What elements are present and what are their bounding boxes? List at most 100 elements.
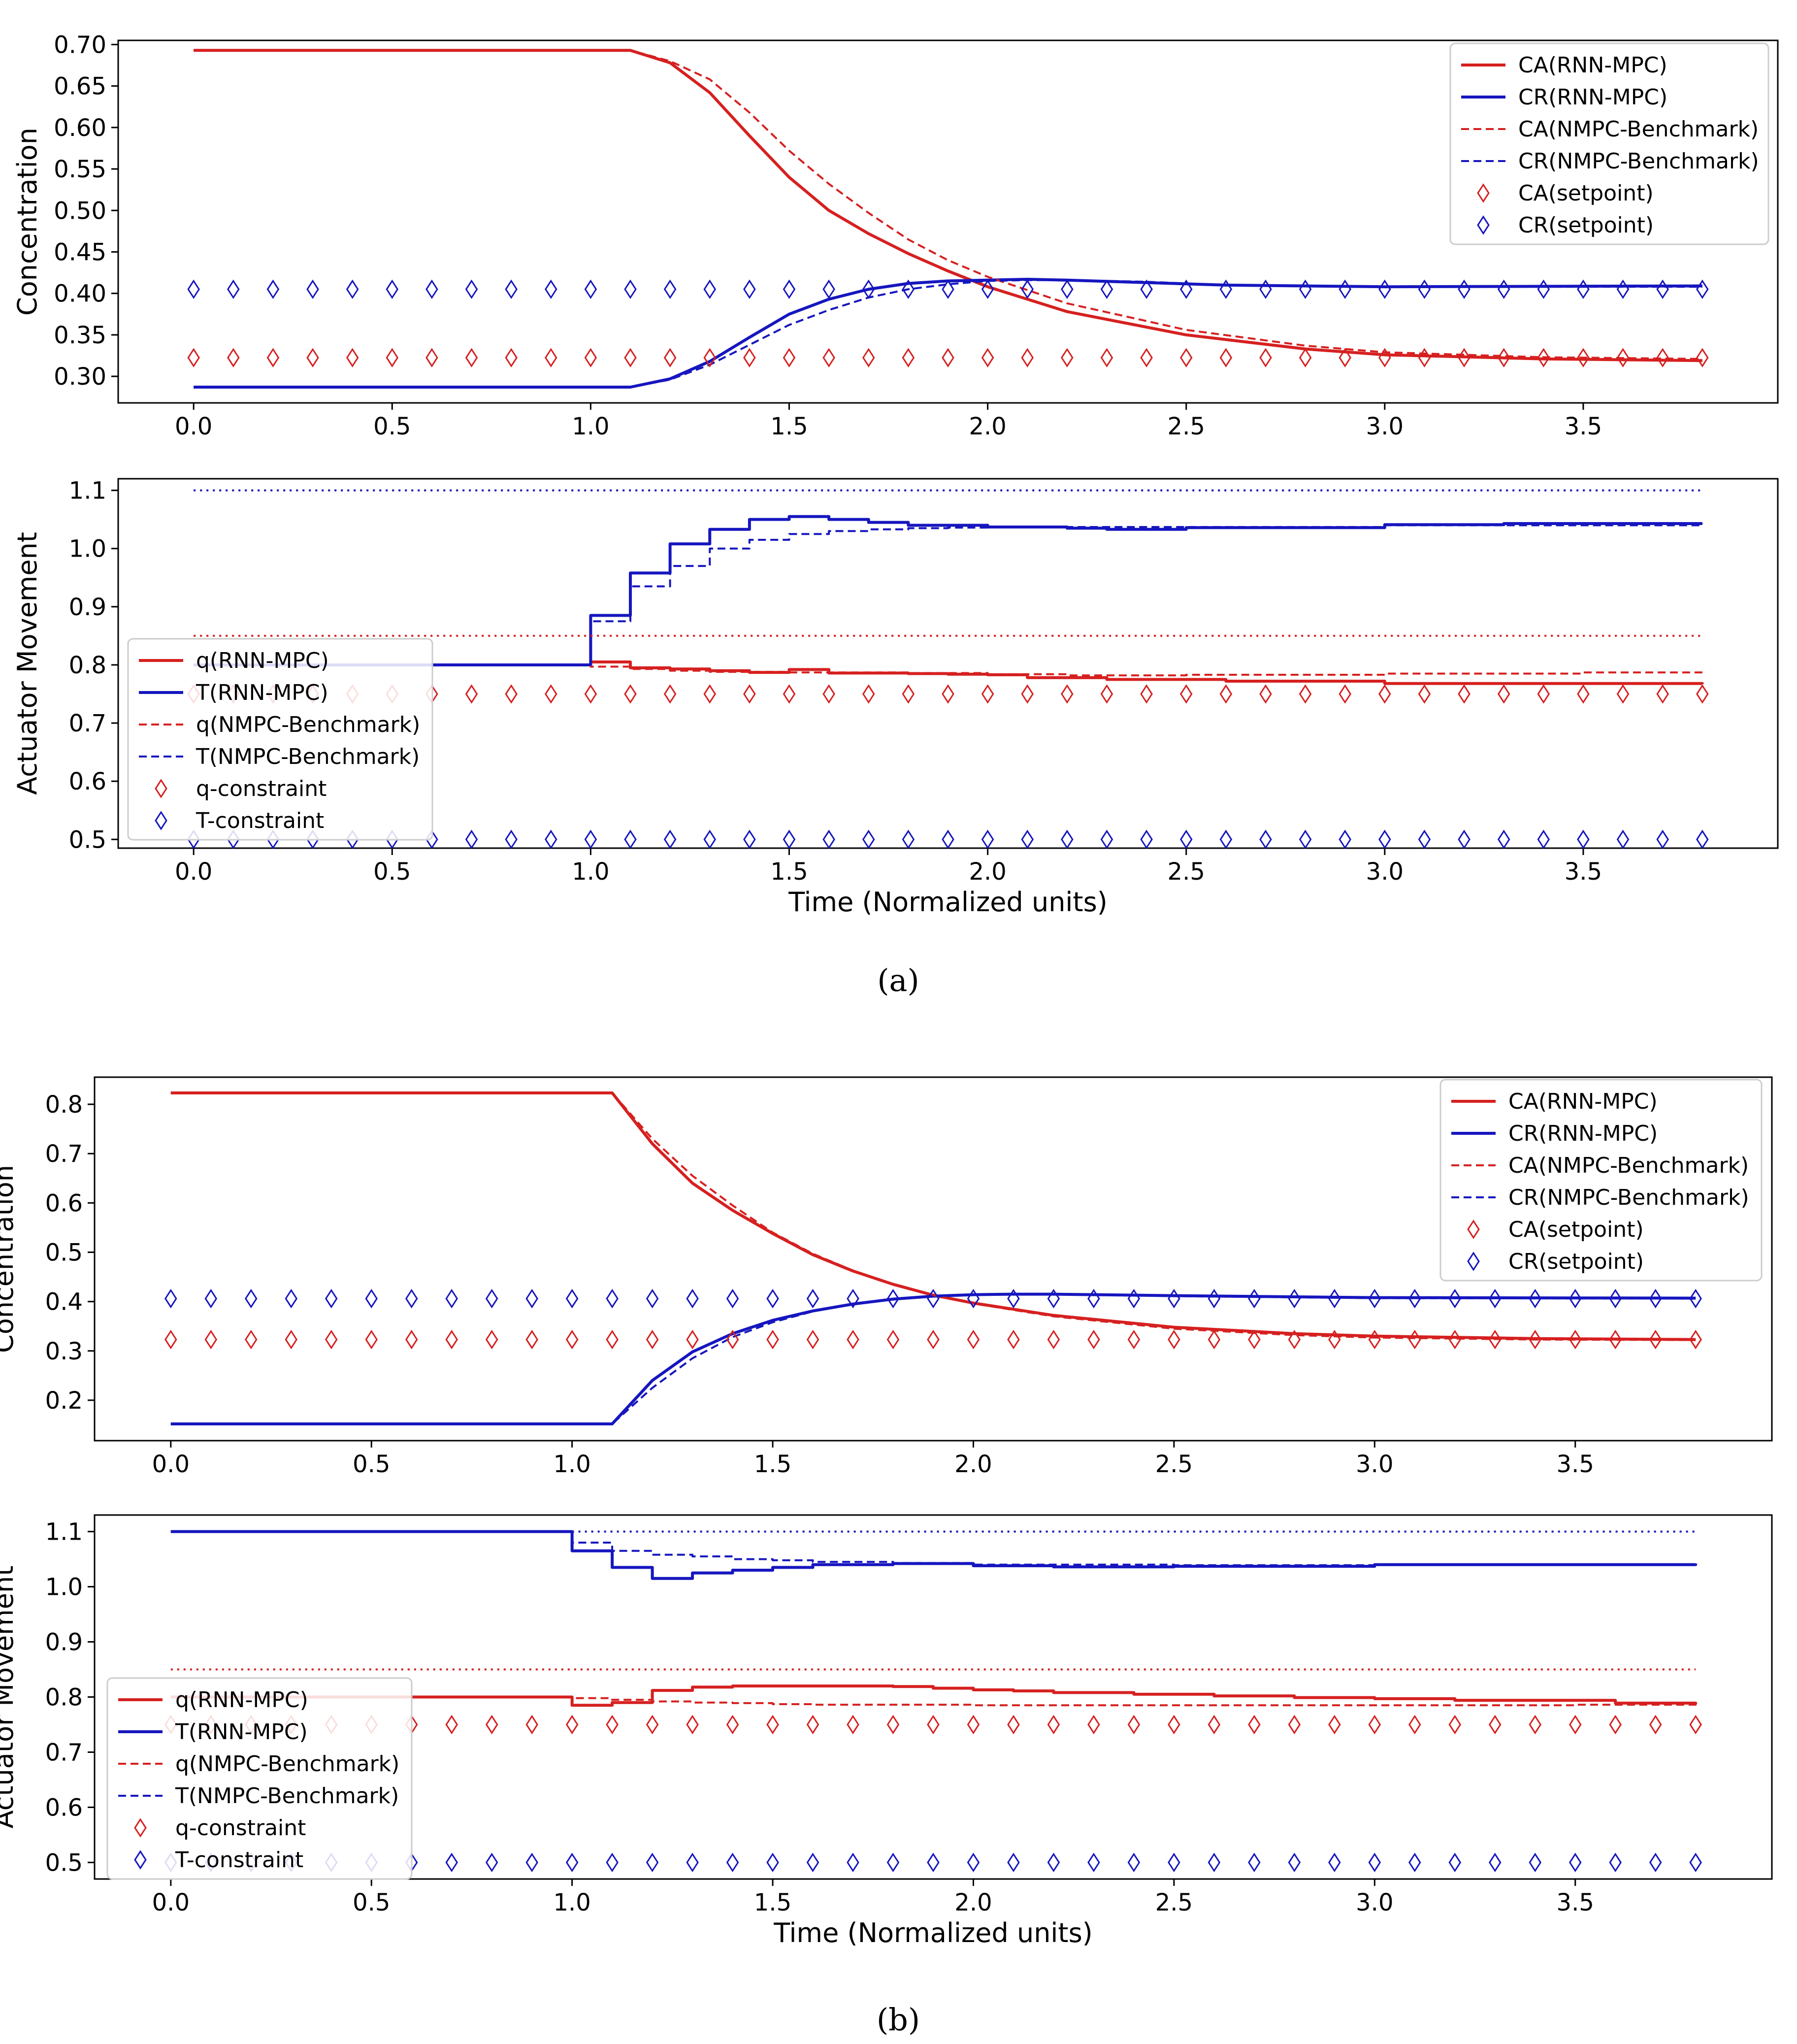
- marker-ca-setpoint: [1378, 348, 1391, 367]
- legend-label: CA(RNN-MPC): [1508, 1089, 1658, 1114]
- x-tick-label: 2.5: [1155, 1451, 1193, 1478]
- marker-cr-setpoint: [544, 279, 557, 299]
- y-axis-label: Concentration: [0, 1165, 19, 1353]
- legend-label: q(NMPC-Benchmark): [175, 1751, 399, 1777]
- marker-ca-setpoint: [266, 348, 280, 367]
- marker-cr-setpoint: [445, 1288, 458, 1309]
- marker-q-constraint: [1696, 684, 1709, 704]
- marker-t-constraint: [485, 1852, 498, 1873]
- marker-ca-setpoint: [726, 1329, 739, 1350]
- y-axis-label: Concentration: [12, 128, 43, 316]
- marker-cr-setpoint: [1299, 279, 1312, 299]
- marker-ca-setpoint: [584, 348, 597, 367]
- marker-t-constraint: [1656, 829, 1669, 850]
- marker-cr-setpoint: [505, 279, 518, 299]
- marker-cr-setpoint: [822, 279, 835, 299]
- marker-q-constraint: [1168, 1714, 1180, 1735]
- y-tick-label: 0.70: [54, 31, 106, 59]
- marker-q-constraint: [1497, 684, 1510, 704]
- x-tick-label: 0.0: [175, 413, 212, 440]
- marker-cr-setpoint: [1616, 279, 1630, 299]
- marker-cr-setpoint: [703, 279, 717, 299]
- marker-ca-setpoint: [565, 1329, 579, 1350]
- marker-ca-setpoint: [525, 1329, 538, 1350]
- marker-q-constraint: [1047, 1714, 1060, 1735]
- marker-cr-setpoint: [1127, 1288, 1141, 1309]
- y-tick-label: 0.7: [45, 1739, 83, 1766]
- legend-label: q(RNN-MPC): [196, 648, 329, 673]
- marker-q-constraint: [862, 684, 875, 704]
- line-t-nmpc-benchmark: [194, 523, 1703, 666]
- marker-t-constraint: [1368, 1852, 1381, 1873]
- marker-cr-setpoint: [1047, 1288, 1060, 1309]
- marker-q-constraint: [1007, 1714, 1020, 1735]
- marker-t-constraint: [1497, 829, 1510, 850]
- marker-q-constraint: [1616, 684, 1630, 704]
- marker-q-constraint: [1378, 684, 1391, 704]
- marker-q-constraint: [1488, 1714, 1502, 1735]
- marker-cr-setpoint: [1007, 1288, 1020, 1309]
- marker-ca-setpoint: [967, 1329, 980, 1350]
- marker-cr-setpoint: [1140, 279, 1153, 299]
- marker-cr-setpoint: [244, 1288, 258, 1309]
- y-tick-label: 1.1: [45, 1518, 83, 1546]
- x-tick-label: 3.0: [1356, 1889, 1393, 1916]
- marker-cr-setpoint: [1328, 1288, 1341, 1309]
- line-q-rnn-mpc: [194, 660, 1704, 685]
- marker-cr-setpoint: [1248, 1288, 1261, 1309]
- marker-cr-setpoint: [624, 279, 637, 299]
- y-tick-label: 0.45: [54, 238, 106, 266]
- marker-q-constraint: [1127, 1714, 1141, 1735]
- x-tick-label: 3.0: [1366, 413, 1404, 440]
- legend-label: CR(NMPC-Benchmark): [1518, 149, 1759, 174]
- marker-cr-setpoint: [1488, 1288, 1502, 1309]
- x-tick-label: 3.5: [1557, 1451, 1594, 1478]
- panel-a-concentration: 0.0 0.5 1.0 1.5 2.0 2.5 3.0 3.5 0.30 0.35 0.40 0.45…: [12, 31, 1779, 440]
- marker-ca-setpoint: [244, 1329, 258, 1350]
- panel-a-actuator-movement: 0.0 0.5 1.0 1.5 2.0 2.5 3.0 3.5 0.5 0.6 0.7 0.8 0.9 1…: [12, 477, 1779, 918]
- marker-q-constraint: [1568, 1714, 1582, 1735]
- marker-t-constraint: [886, 1852, 900, 1873]
- marker-t-constraint: [1328, 1852, 1341, 1873]
- marker-cr-setpoint: [847, 1288, 859, 1309]
- marker-q-constraint: [1021, 684, 1034, 704]
- marker-ca-setpoint: [624, 348, 637, 367]
- marker-cr-setpoint: [1458, 279, 1470, 299]
- marker-t-constraint: [1689, 1852, 1702, 1873]
- marker-cr-setpoint: [1408, 1288, 1421, 1309]
- marker-ca-setpoint: [227, 348, 240, 367]
- marker-q-constraint: [1448, 1714, 1462, 1735]
- x-tick-label: 2.0: [954, 1889, 992, 1916]
- marker-t-constraint: [822, 829, 835, 850]
- marker-ca-setpoint: [1140, 348, 1153, 367]
- legend-label: CA(setpoint): [1518, 181, 1654, 206]
- line-t-rnn-mpc: [170, 1530, 1698, 1580]
- marker-cr-setpoint: [1497, 279, 1510, 299]
- marker-q-constraint: [1208, 1714, 1221, 1735]
- marker-cr-setpoint: [164, 1288, 177, 1309]
- marker-cr-setpoint: [686, 1288, 699, 1309]
- x-tick-label: 2.0: [954, 1451, 992, 1478]
- y-tick-label: 0.7: [69, 710, 106, 737]
- legend-swatch: [1467, 1220, 1480, 1239]
- marker-q-constraint: [886, 1714, 900, 1735]
- plot-frame: [94, 1076, 1773, 1442]
- marker-ca-setpoint: [445, 1329, 458, 1350]
- x-tick-label: 2.0: [969, 858, 1006, 886]
- panel-b-actuator-movement: 0.0 0.5 1.0 1.5 2.0 2.5 3.0 3.5 0.5 0.6 0.7 0.8 0.9 1…: [0, 1514, 1773, 1948]
- marker-t-constraint: [1696, 829, 1709, 850]
- x-tick-label: 3.0: [1366, 858, 1404, 886]
- marker-ca-setpoint: [766, 1329, 779, 1350]
- legend-label: T(NMPC-Benchmark): [196, 744, 420, 769]
- marker-ca-setpoint: [822, 348, 835, 367]
- marker-cr-setpoint: [204, 1288, 218, 1309]
- y-tick-label: 0.6: [45, 1794, 83, 1821]
- marker-t-constraint: [1061, 829, 1074, 850]
- marker-t-constraint: [1408, 1852, 1421, 1873]
- y-tick-label: 0.8: [69, 652, 106, 679]
- x-axis-label: Time (Normalized units): [773, 1917, 1093, 1948]
- marker-t-constraint: [1179, 829, 1193, 850]
- marker-cr-setpoint: [1100, 279, 1113, 299]
- marker-q-constraint: [1656, 684, 1669, 704]
- marker-ca-setpoint: [806, 1329, 819, 1350]
